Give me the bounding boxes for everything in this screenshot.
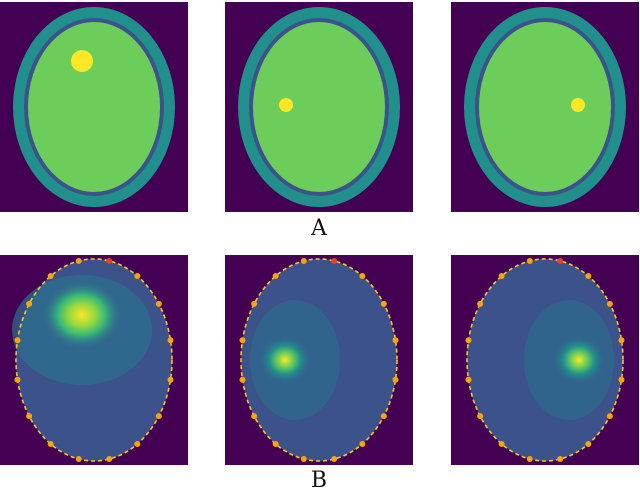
- electrode-marker: [585, 273, 592, 280]
- electrode-marker: [75, 257, 82, 264]
- electrode-marker: [465, 376, 472, 383]
- electrode-marker: [300, 257, 307, 264]
- row-label-a: A: [311, 216, 327, 241]
- reference-electrode-marker: [106, 257, 113, 264]
- electrode-marker: [106, 456, 113, 463]
- electrode-marker: [26, 413, 33, 420]
- electrode-marker: [526, 456, 533, 463]
- reconstruction-panel-2: [225, 255, 413, 465]
- electrode-marker: [251, 413, 258, 420]
- electrode-marker: [477, 300, 484, 307]
- reconstruction-image-1: [0, 255, 188, 465]
- electrode-marker: [155, 300, 162, 307]
- phantom-panel-3: [451, 2, 639, 212]
- reconstruction-image-3: [451, 255, 639, 465]
- electrode-marker: [392, 337, 399, 344]
- electrode-marker: [498, 440, 505, 447]
- electrode-marker: [359, 273, 366, 280]
- phantom-image-1: [0, 2, 188, 212]
- electrode-marker: [526, 257, 533, 264]
- electrode-marker: [300, 456, 307, 463]
- electrode-marker: [477, 413, 484, 420]
- electrode-marker: [331, 456, 338, 463]
- electrode-marker: [618, 337, 625, 344]
- electrode-marker: [26, 300, 33, 307]
- reconstruction-image-2: [225, 255, 413, 465]
- electrode-marker: [14, 376, 21, 383]
- inclusion-blob: [71, 50, 93, 72]
- electrode-marker: [47, 273, 54, 280]
- electrode-marker: [272, 440, 279, 447]
- electrode-marker: [618, 376, 625, 383]
- electrode-marker: [498, 273, 505, 280]
- electrode-marker: [380, 413, 387, 420]
- electrode-marker: [606, 300, 613, 307]
- electrode-marker: [14, 337, 21, 344]
- reconstruction-panel-1: [0, 255, 188, 465]
- electrode-marker: [167, 337, 174, 344]
- electrode-marker: [134, 440, 141, 447]
- electrode-marker: [465, 337, 472, 344]
- phantom-panel-2: [225, 2, 413, 212]
- electrode-marker: [134, 273, 141, 280]
- electrode-marker: [155, 413, 162, 420]
- electrode-marker: [585, 440, 592, 447]
- electrode-marker: [606, 413, 613, 420]
- electrode-marker: [359, 440, 366, 447]
- electrode-marker: [272, 273, 279, 280]
- electrode-ring: [465, 257, 625, 463]
- phantom-image-2: [225, 2, 413, 212]
- reconstruction-panel-3: [451, 255, 639, 465]
- electrode-marker: [75, 456, 82, 463]
- reference-electrode-marker: [331, 257, 338, 264]
- electrode-marker: [167, 376, 174, 383]
- electrode-marker: [557, 456, 564, 463]
- electrode-marker: [239, 337, 246, 344]
- phantom-panel-1: [0, 2, 188, 212]
- row-label-b: B: [310, 468, 328, 493]
- electrode-marker: [47, 440, 54, 447]
- electrode-marker: [251, 300, 258, 307]
- electrode-marker: [380, 300, 387, 307]
- electrode-marker: [239, 376, 246, 383]
- phantom-image-3: [451, 2, 639, 212]
- electrode-ring: [14, 257, 174, 463]
- inclusion-blob: [279, 98, 293, 112]
- electrode-marker: [392, 376, 399, 383]
- inclusion-blob: [571, 98, 585, 112]
- reference-electrode-marker: [557, 257, 564, 264]
- electrode-ring: [239, 257, 399, 463]
